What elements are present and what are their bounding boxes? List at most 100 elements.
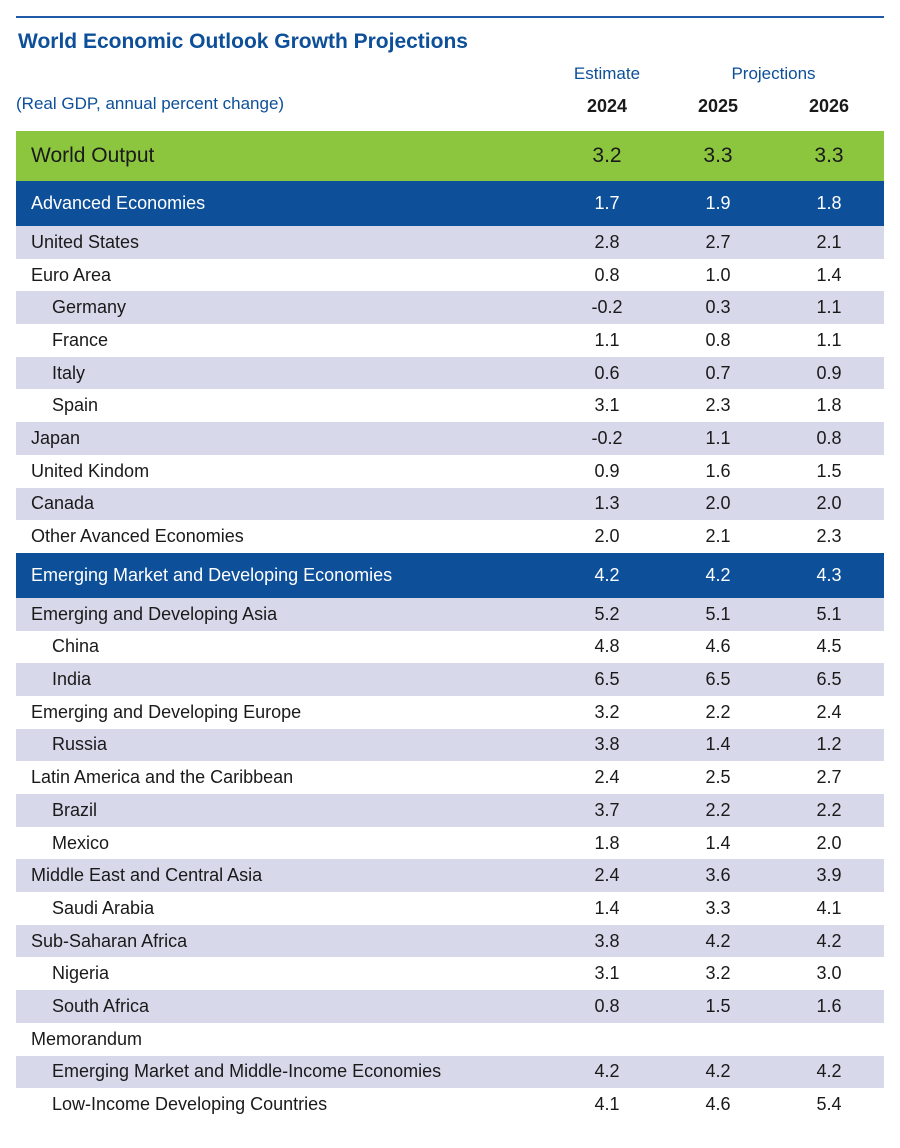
value-2026: 2.7 <box>816 767 842 788</box>
value-2024: 1.8 <box>594 832 620 853</box>
row-label: South Africa <box>52 995 150 1016</box>
row-label: Memorandum <box>31 1028 143 1049</box>
value-2025: 5.1 <box>705 603 731 624</box>
value-2025: 2.2 <box>705 799 731 820</box>
table-row: Latin America and the Caribbean 2.4 2.5 2.7 <box>16 761 884 794</box>
value-2024: 2.0 <box>594 526 620 547</box>
value-2025: 4.6 <box>705 1094 731 1115</box>
row-label: China <box>52 636 100 657</box>
value-2024: 3.8 <box>594 930 620 951</box>
table-row: Nigeria 3.1 3.2 3.0 <box>16 957 884 990</box>
value-2026: 1.8 <box>816 395 842 416</box>
row-label: Brazil <box>52 799 98 820</box>
row-label: Nigeria <box>52 963 110 984</box>
value-2026: 1.2 <box>816 734 842 755</box>
year-header-2025: 2025 <box>697 96 739 116</box>
value-2024: 4.2 <box>594 1061 620 1082</box>
value-2026: 0.9 <box>816 362 842 383</box>
table-row: Middle East and Central Asia 2.4 3.6 3.9 <box>16 859 884 893</box>
value-2026: 1.5 <box>816 460 842 481</box>
value-2024: 3.2 <box>592 144 622 167</box>
value-2024: 3.8 <box>594 734 620 755</box>
value-2024: 1.3 <box>594 493 620 514</box>
value-2025: 1.4 <box>705 734 731 755</box>
value-2026: 1.1 <box>816 329 842 350</box>
value-2025: 0.8 <box>705 329 731 350</box>
table-row: Germany -0.2 0.3 1.1 <box>16 291 884 325</box>
value-2024: 1.4 <box>594 897 620 918</box>
row-label: Spain <box>52 395 99 416</box>
value-2026: 3.0 <box>816 963 842 984</box>
table-row: Russia 3.8 1.4 1.2 <box>16 728 884 762</box>
row-label: Other Avanced Economies <box>31 526 244 547</box>
projections-table-panel: World Economic Outlook Growth Projection… <box>16 16 884 1114</box>
row-label: Low-Income Developing Countries <box>52 1094 328 1115</box>
table-row: Mexico 1.8 1.4 2.0 <box>16 827 884 860</box>
value-2025: 3.3 <box>705 897 731 918</box>
value-2026: 2.3 <box>816 526 842 547</box>
value-2024: 0.8 <box>594 264 620 285</box>
value-2025: 2.2 <box>705 701 731 722</box>
value-2026: 2.2 <box>816 799 842 820</box>
row-label: Russia <box>52 734 108 755</box>
table-row: Euro Area 0.8 1.0 1.4 <box>16 259 884 292</box>
value-2026: 1.1 <box>816 297 842 318</box>
row-label: France <box>52 329 109 350</box>
row-label: Italy <box>52 362 86 383</box>
value-2024: 6.5 <box>594 669 620 690</box>
value-2025: 3.6 <box>705 865 731 886</box>
value-2024: 2.4 <box>594 767 620 788</box>
value-2024: 3.7 <box>594 799 620 820</box>
value-2025: 1.6 <box>705 460 731 481</box>
value-2024: 5.2 <box>594 603 620 624</box>
table-row: Emerging and Developing Europe 3.2 2.2 2.4 <box>16 696 884 729</box>
value-2025: 4.2 <box>705 1061 731 1082</box>
year-header-2024: 2024 <box>586 96 628 116</box>
value-2026: 2.1 <box>816 231 842 252</box>
top-rule <box>16 16 884 18</box>
table-subtitle: (Real GDP, annual percent change) <box>16 94 285 113</box>
table-row: Spain 3.1 2.3 1.8 <box>16 389 884 422</box>
value-2024: 3.2 <box>594 701 620 722</box>
value-2026: 2.0 <box>816 493 842 514</box>
value-2026: 1.6 <box>816 995 842 1016</box>
value-2025: 1.0 <box>705 264 731 285</box>
value-2025: 0.7 <box>705 362 731 383</box>
value-2026: 5.4 <box>816 1094 842 1115</box>
table-row: Italy 0.6 0.7 0.9 <box>16 356 884 390</box>
row-label: Emerging and Developing Europe <box>31 701 302 722</box>
table-row: France 1.1 0.8 1.1 <box>16 324 884 357</box>
value-2026: 4.2 <box>816 930 842 951</box>
table-row: Sub-Saharan Africa 3.8 4.2 4.2 <box>16 924 884 958</box>
group-row: Advanced Economies 1.7 1.9 1.8 <box>16 181 884 226</box>
table-row: United States 2.8 2.7 2.1 <box>16 226 884 259</box>
row-label: Saudi Arabia <box>52 897 155 918</box>
value-2024: 1.1 <box>594 329 620 350</box>
value-2025: 1.9 <box>705 193 731 213</box>
value-2025: 0.3 <box>705 297 731 318</box>
value-2024: 4.1 <box>594 1094 620 1115</box>
value-2024: 0.9 <box>594 460 620 481</box>
value-2025: 2.1 <box>705 526 731 547</box>
row-label: Canada <box>31 493 95 514</box>
value-2024: 3.1 <box>594 963 620 984</box>
estimate-header: Estimate <box>573 64 641 83</box>
value-2026: 3.9 <box>816 865 842 886</box>
row-label: Japan <box>31 427 81 448</box>
table-row: United Kindom 0.9 1.6 1.5 <box>16 455 884 488</box>
value-2024: 4.8 <box>594 636 620 657</box>
value-2024: 3.1 <box>594 395 620 416</box>
value-2025: 4.2 <box>705 564 731 585</box>
table-row: Japan -0.2 1.1 0.8 <box>16 422 884 455</box>
value-2024: 1.7 <box>594 193 620 213</box>
value-2026: 2.4 <box>816 701 842 722</box>
table-row: Saudi Arabia 1.4 3.3 4.1 <box>16 892 884 925</box>
value-2025: 3.2 <box>705 963 731 984</box>
row-label: Emerging Market and Middle-Income Econom… <box>52 1061 442 1082</box>
value-2026: 4.5 <box>816 636 842 657</box>
value-2025: 1.4 <box>705 832 731 853</box>
value-2025: 2.3 <box>705 395 731 416</box>
table-row: South Africa 0.8 1.5 1.6 <box>16 990 884 1023</box>
value-2025: 1.5 <box>705 995 731 1016</box>
group-row: Emerging Market and Developing Economies… <box>16 552 884 598</box>
